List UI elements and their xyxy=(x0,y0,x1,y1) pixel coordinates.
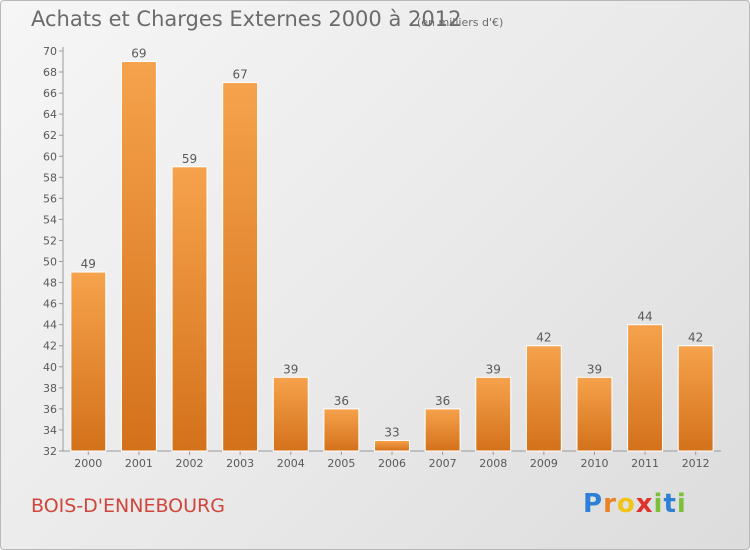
chart-bars: 49 69 59 67 39 36 33 36 39 42 39 44 42 xyxy=(70,47,714,452)
bar-2002 xyxy=(171,166,208,452)
y-tick-label: 44 xyxy=(43,319,57,332)
y-tick-label: 56 xyxy=(43,192,57,205)
y-tick-label: 48 xyxy=(43,277,57,290)
y-tick-label: 54 xyxy=(43,213,57,226)
y-tick-label: 50 xyxy=(43,256,57,269)
x-tick-label: 2008 xyxy=(479,457,507,470)
bar-2007 xyxy=(424,408,461,452)
x-tick-label: 2010 xyxy=(580,457,608,470)
bar-2005 xyxy=(323,408,360,452)
proxiti-logo: Proxiti xyxy=(583,489,687,519)
commune-name: BOIS-D'ENNEBOURG xyxy=(31,495,225,517)
y-tick-label: 70 xyxy=(43,45,57,58)
logo-letter: o xyxy=(616,489,636,519)
bar-value-label: 42 xyxy=(688,331,703,345)
bar-value-label: 42 xyxy=(536,331,551,345)
y-tick-label: 36 xyxy=(43,403,57,416)
bar-value-label: 36 xyxy=(334,394,349,408)
logo-letter: i xyxy=(653,489,664,519)
x-tick-label: 2011 xyxy=(631,457,659,470)
y-tick-label: 66 xyxy=(43,87,57,100)
bar-2009 xyxy=(525,345,562,452)
x-tick-label: 2004 xyxy=(277,457,305,470)
x-tick-label: 2006 xyxy=(378,457,406,470)
bar-2004 xyxy=(272,376,309,452)
chart-axes: 32 34 36 38 40 42 44 46 48 50 52 54 56 58 60 62 64 66 68 70… xyxy=(43,45,721,470)
bar-2012 xyxy=(677,345,714,452)
logo-letter: t xyxy=(663,489,677,519)
bar-value-label: 39 xyxy=(587,362,602,376)
logo-letter: x xyxy=(635,489,654,519)
y-tick-label: 60 xyxy=(43,150,57,163)
y-tick-label: 34 xyxy=(43,424,57,437)
x-tick-label: 2005 xyxy=(327,457,355,470)
bar-2000 xyxy=(70,271,107,452)
y-tick-label: 68 xyxy=(43,66,57,79)
logo-letter: P xyxy=(583,489,604,519)
y-tick-label: 42 xyxy=(43,340,57,353)
x-tick-label: 2002 xyxy=(176,457,204,470)
bar-value-label: 69 xyxy=(131,47,146,61)
bar-value-label: 39 xyxy=(486,362,501,376)
y-tick-label: 62 xyxy=(43,129,57,142)
x-tick-label: 2003 xyxy=(226,457,254,470)
bar-value-label: 49 xyxy=(81,257,96,271)
bar-2001 xyxy=(120,61,157,452)
y-tick-label: 58 xyxy=(43,171,57,184)
y-tick-label: 40 xyxy=(43,361,57,374)
x-tick-label: 2001 xyxy=(125,457,153,470)
y-tick-label: 38 xyxy=(43,382,57,395)
logo-letter: i xyxy=(676,489,687,519)
y-tick-label: 32 xyxy=(43,445,57,458)
bar-2006 xyxy=(374,439,410,452)
bar-value-label: 36 xyxy=(435,394,450,408)
bar-2011 xyxy=(627,324,664,452)
y-tick-label: 46 xyxy=(43,298,57,311)
bar-2003 xyxy=(222,82,259,452)
bar-value-label: 44 xyxy=(637,310,652,324)
bar-2008 xyxy=(475,376,512,452)
bar-value-label: 67 xyxy=(233,68,248,82)
chart-subtitle: (en milliers d'€) xyxy=(417,16,504,29)
x-tick-label: 2012 xyxy=(682,457,710,470)
x-tick-label: 2009 xyxy=(530,457,558,470)
x-tick-label: 2007 xyxy=(429,457,457,470)
bar-value-label: 33 xyxy=(384,425,399,439)
chart-title: Achats et Charges Externes 2000 à 2012 xyxy=(31,7,462,31)
bar-value-label: 59 xyxy=(182,152,197,166)
logo-letter: r xyxy=(603,489,617,519)
bar-2010 xyxy=(576,376,613,452)
bar-value-label: 39 xyxy=(283,362,298,376)
x-tick-label: 2000 xyxy=(74,457,102,470)
y-tick-label: 52 xyxy=(43,234,57,247)
y-tick-label: 64 xyxy=(43,108,57,121)
